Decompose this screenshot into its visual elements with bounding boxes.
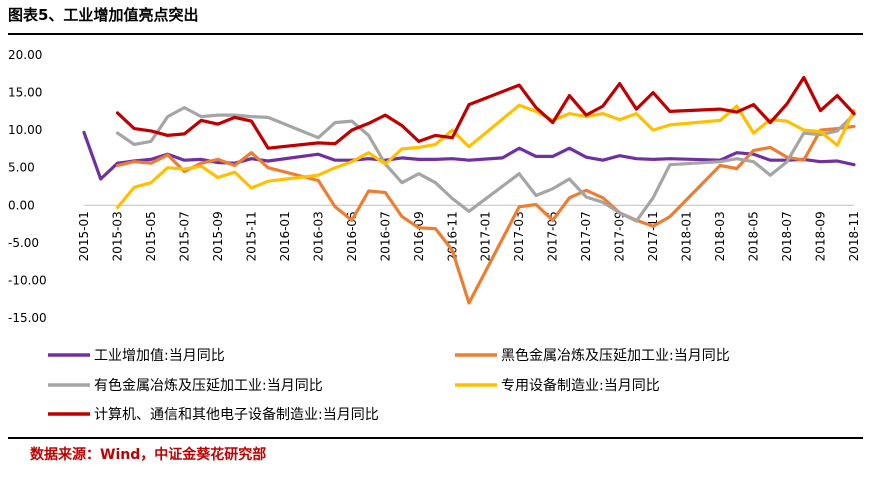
legend-label: 专用设备制造业:当月同比 [501,377,660,394]
y-tick-label: -5.00 [8,236,39,250]
series-line [115,75,856,150]
x-tick-label: 2018-03 [713,211,727,261]
y-tick-label: -15.00 [8,311,47,325]
x-tick-label: 2017-03 [512,211,526,261]
x-tick-label: 2016-05 [345,211,359,261]
x-tick-label: 2018-07 [780,211,794,261]
line-chart: 20.00 15.00 10.00 5.00 0.00 -5.00 -10.00 -15.00… [8,48,861,423]
x-tick-label: 2018-09 [814,211,828,261]
y-tick-label: 0.00 [8,198,35,212]
x-tick-label: 2016-09 [412,211,426,261]
source-note: 数据来源：Wind，中证金葵花研究部 [30,447,267,463]
x-tick-label: 2015-01 [77,211,91,261]
series-line [82,130,856,181]
y-tick-label: 15.00 [8,86,42,100]
x-tick-label: 2016-11 [445,211,459,261]
series-line [115,103,856,210]
x-tick-label: 2015-11 [244,211,258,261]
legend-label: 计算机、通信和其他电子设备制造业:当月同比 [94,406,379,423]
x-tick-label: 2017-01 [479,211,493,261]
series-line [115,124,856,305]
x-tick-label: 2015-05 [144,211,158,261]
legend-label: 有色金属冶炼及压延加工业:当月同比 [94,377,323,394]
x-tick-label: 2015-09 [211,211,225,261]
x-tick-label: 2016-01 [278,211,292,261]
y-tick-label: -10.00 [8,273,47,287]
y-tick-label: 10.00 [8,123,42,137]
series-line [115,106,856,223]
x-tick-label: 2016-03 [311,211,325,261]
legend-label: 工业增加值:当月同比 [94,348,225,364]
x-tick-label: 2017-09 [613,211,627,261]
y-tick-label: 5.00 [8,161,35,175]
x-tick-label: 2018-01 [680,211,694,261]
x-tick-label: 2017-11 [646,211,660,261]
chart-title: 图表5、工业增加值亮点突出 [8,6,199,24]
x-tick-label: 2017-05 [546,211,560,261]
footer-rule [8,437,863,439]
y-tick-label: 20.00 [8,48,42,62]
x-tick-label: 2016-07 [378,211,392,261]
x-tick-label: 2018-05 [747,211,761,261]
legend-label: 黑色金属冶炼及压延加工业:当月同比 [501,347,730,364]
x-tick-label: 2018-11 [847,211,861,261]
x-tick-label: 2017-07 [579,211,593,261]
x-tick-label: 2015-07 [177,211,191,261]
x-tick-label: 2015-03 [110,211,124,261]
title-rule [8,33,863,35]
